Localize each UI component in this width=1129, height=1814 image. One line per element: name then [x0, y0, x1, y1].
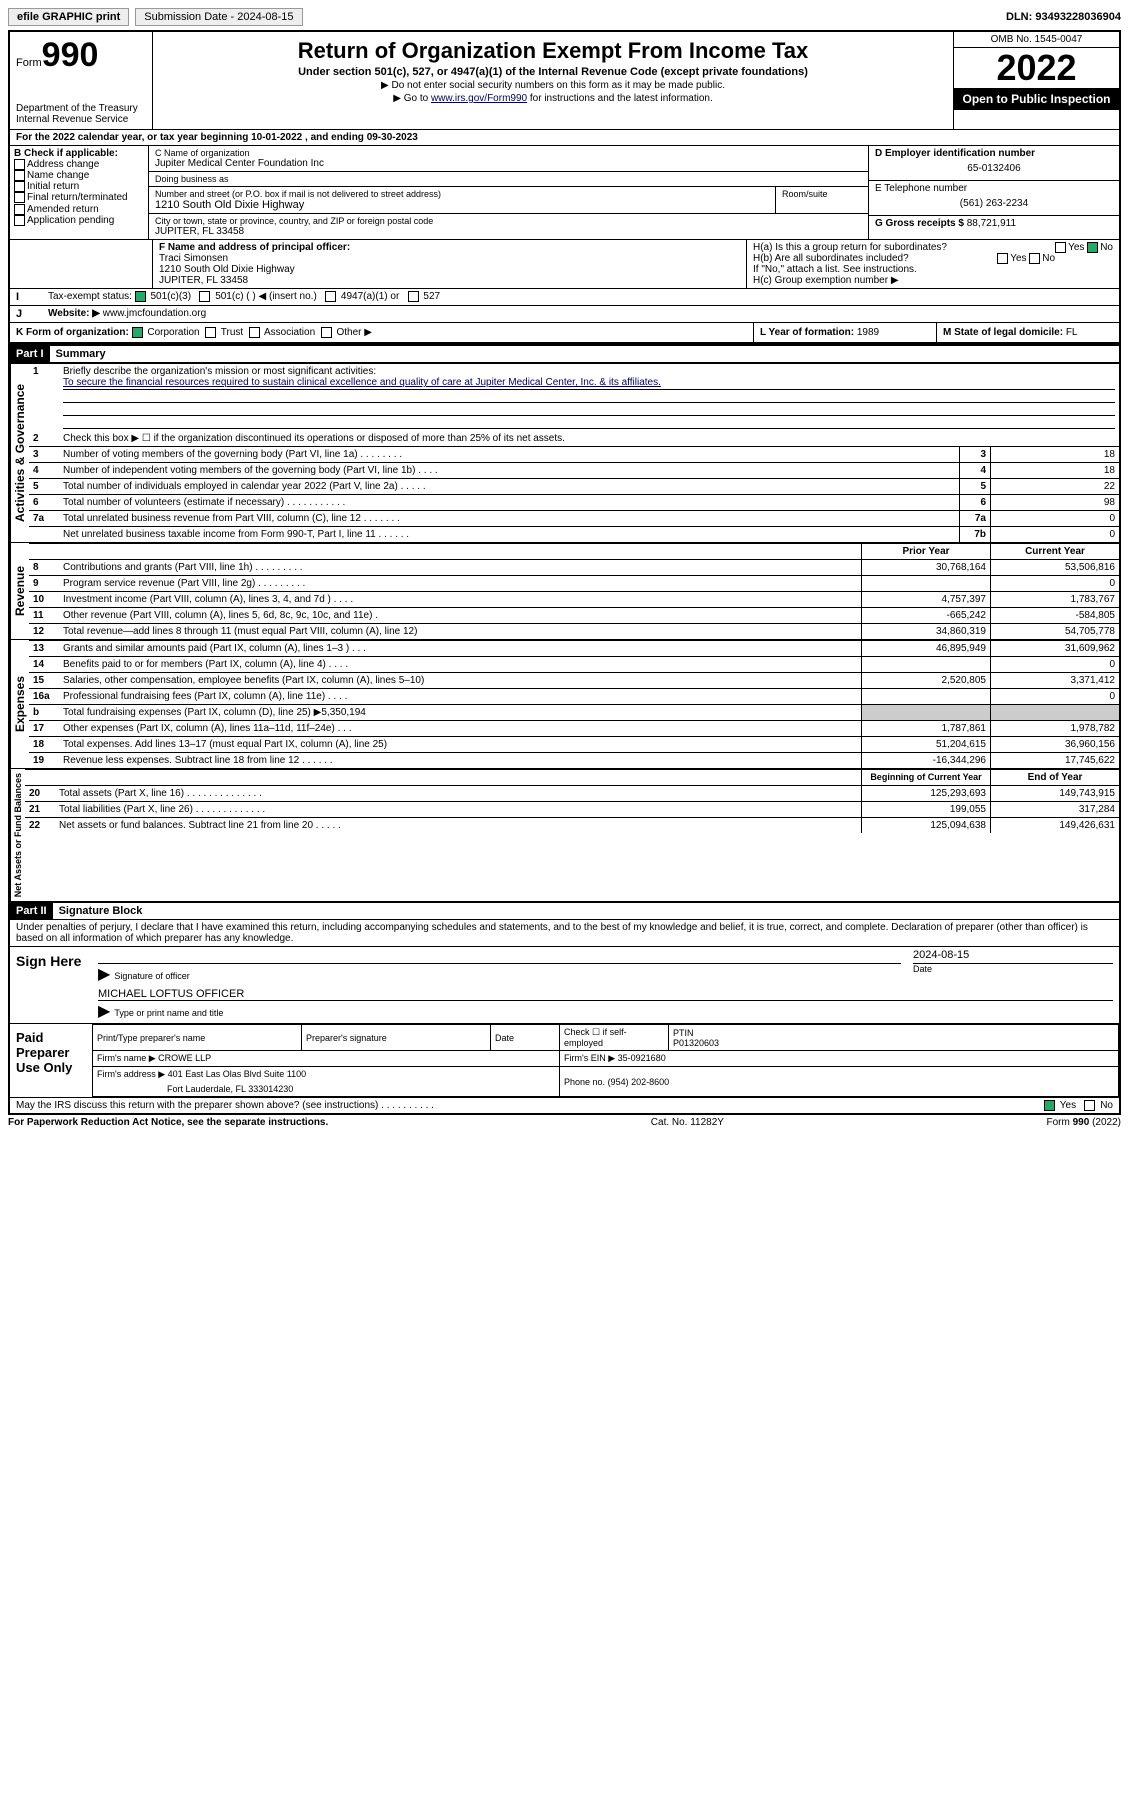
- website-label: Website: ▶: [48, 308, 100, 319]
- declaration: Under penalties of perjury, I declare th…: [10, 920, 1119, 947]
- cb-pending[interactable]: Application pending: [27, 215, 114, 226]
- form-number: 990: [42, 36, 99, 74]
- line-a: For the 2022 calendar year, or tax year …: [10, 129, 1119, 145]
- cb-name[interactable]: Name change: [27, 170, 89, 181]
- dln: DLN: 93493228036904: [1006, 11, 1121, 23]
- officer-name-title: MICHAEL LOFTUS OFFICER: [98, 988, 1113, 1000]
- phone-label: E Telephone number: [875, 183, 1113, 194]
- room-label: Room/suite: [782, 189, 862, 199]
- city-label: City or town, state or province, country…: [155, 216, 862, 226]
- irs-link[interactable]: www.irs.gov/Form990: [431, 93, 527, 104]
- box-c: C Name of organization Jupiter Medical C…: [149, 146, 868, 239]
- line1-label: Briefly describe the organization's miss…: [63, 366, 376, 377]
- footer: For Paperwork Reduction Act Notice, see …: [8, 1115, 1121, 1128]
- paid-preparer: Paid Preparer Use Only: [10, 1024, 92, 1097]
- name-label: C Name of organization: [155, 148, 862, 158]
- box-b-label: B Check if applicable:: [14, 148, 144, 159]
- part2-header: Part II Signature Block: [10, 901, 1119, 920]
- tax-status-label: Tax-exempt status:: [48, 291, 132, 302]
- cb-final[interactable]: Final return/terminated: [27, 193, 128, 204]
- cb-address[interactable]: Address change: [27, 159, 99, 170]
- efile-btn[interactable]: efile GRAPHIC print: [8, 8, 129, 26]
- box-f-label: F Name and address of principal officer:: [159, 242, 740, 253]
- irs-label: Internal Revenue Service: [16, 114, 146, 125]
- part1-header: Part I Summary: [10, 344, 1119, 363]
- phone-value: (561) 263-2234: [875, 194, 1113, 213]
- box-d-e-g: D Employer identification number 65-0132…: [868, 146, 1119, 239]
- year-box: OMB No. 1545-0047 2022 Open to Public In…: [953, 32, 1119, 129]
- hb-note: If "No," attach a list. See instructions…: [753, 264, 1113, 275]
- form-id-box: Form990 Department of the Treasury Inter…: [10, 32, 153, 129]
- form-title: Return of Organization Exempt From Incom…: [159, 38, 947, 64]
- cb-initial[interactable]: Initial return: [27, 181, 79, 192]
- form-org-label: K Form of organization:: [16, 327, 129, 338]
- gross-label: G Gross receipts $: [875, 218, 964, 229]
- footer-left: For Paperwork Reduction Act Notice, see …: [8, 1117, 328, 1128]
- footer-mid: Cat. No. 11282Y: [651, 1117, 724, 1128]
- side-expenses: Expenses: [10, 640, 29, 768]
- side-activities: Activities & Governance: [10, 364, 29, 542]
- dba-label: Doing business as: [155, 174, 862, 184]
- form-title-box: Return of Organization Exempt From Incom…: [153, 32, 953, 129]
- form-container: Form990 Department of the Treasury Inter…: [8, 30, 1121, 1115]
- ha-label: H(a) Is this a group return for subordin…: [753, 242, 947, 253]
- ein-label: D Employer identification number: [875, 148, 1113, 159]
- website-value[interactable]: www.jmcfoundation.org: [103, 308, 206, 319]
- note2: ▶ Go to www.irs.gov/Form990 for instruct…: [159, 93, 947, 104]
- ein-value: 65-0132406: [875, 159, 1113, 178]
- submission-date: Submission Date - 2024-08-15: [135, 8, 302, 26]
- omb-number: OMB No. 1545-0047: [954, 32, 1119, 48]
- addr-value: 1210 South Old Dixie Highway: [155, 199, 769, 211]
- org-name: Jupiter Medical Center Foundation Inc: [155, 158, 862, 169]
- officer-city: JUPITER, FL 33458: [159, 275, 740, 286]
- officer-addr: 1210 South Old Dixie Highway: [159, 264, 740, 275]
- footer-right: Form 990 (2022): [1047, 1117, 1121, 1128]
- city-value: JUPITER, FL 33458: [155, 226, 862, 237]
- side-revenue: Revenue: [10, 543, 29, 639]
- open-inspection: Open to Public Inspection: [954, 88, 1119, 110]
- line2: Check this box ▶ ☐ if the organization d…: [59, 431, 1119, 447]
- topbar: efile GRAPHIC print Submission Date - 20…: [8, 8, 1121, 26]
- sign-here: Sign Here: [10, 947, 92, 1023]
- tax-year: 2022: [954, 48, 1119, 88]
- officer-name: Traci Simonsen: [159, 253, 740, 264]
- form-subtitle: Under section 501(c), 527, or 4947(a)(1)…: [159, 66, 947, 78]
- box-b: B Check if applicable: Address change Na…: [10, 146, 149, 239]
- addr-label: Number and street (or P.O. box if mail i…: [155, 189, 769, 199]
- cb-amended[interactable]: Amended return: [27, 204, 99, 215]
- form-label: Form: [16, 57, 42, 69]
- dept-label: Department of the Treasury: [16, 103, 146, 114]
- mission-text: To secure the financial resources requir…: [63, 377, 1115, 390]
- hb-label: H(b) Are all subordinates included?: [753, 253, 909, 264]
- note1: ▶ Do not enter social security numbers o…: [159, 80, 947, 91]
- gross-value: 88,721,911: [967, 218, 1016, 229]
- side-netassets: Net Assets or Fund Balances: [10, 769, 25, 901]
- may-discuss: May the IRS discuss this return with the…: [16, 1100, 1044, 1111]
- hc-label: H(c) Group exemption number ▶: [753, 275, 1113, 286]
